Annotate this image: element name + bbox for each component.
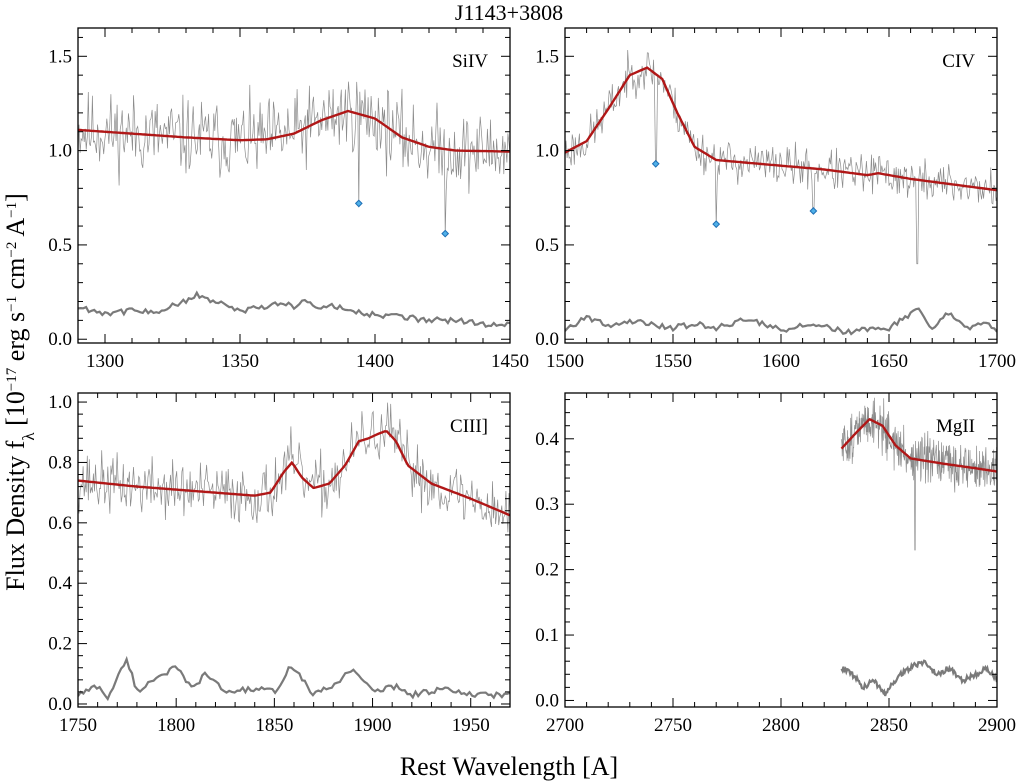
model-fit <box>78 109 510 153</box>
x-tick-label: 1500 <box>546 351 584 372</box>
panel-ciii: 1750 1800 1850 1900 1950 0.0 0.2 0.4 0.6 0.8 1.0 CI… <box>48 392 511 736</box>
x-tick-label: 2850 <box>870 715 908 736</box>
x-tick-label: 2700 <box>546 715 584 736</box>
x-tick-label: 1600 <box>762 351 800 372</box>
y-tick-label: 0.0 <box>48 329 72 350</box>
x-tick-label: 1850 <box>255 715 293 736</box>
panel-siiv: 1300 1350 1400 1450 0.0 0.5 1.0 1.5 SiIV <box>48 27 529 372</box>
absorption-marker <box>441 229 450 238</box>
panel-label-mgii: MgII <box>936 416 975 437</box>
panel-label-siiv: SiIV <box>452 51 488 72</box>
observed-spectrum <box>78 402 510 533</box>
y-tick-label: 0.3 <box>535 494 559 515</box>
y-axis-title-units-b: erg s <box>1 312 30 368</box>
x-axis-title: Rest Wavelength [A] <box>400 752 618 781</box>
model-fit <box>565 66 997 192</box>
panel-mgii: 2700 2750 2800 2850 2900 0.0 0.1 0.2 0.3 0.4 MgII <box>535 392 1016 736</box>
axes-frame <box>77 392 511 708</box>
x-tick-label: 2800 <box>762 715 800 736</box>
y-axis-title-main: Flux Density f <box>1 440 30 591</box>
y-tick-label: 0.5 <box>535 235 559 256</box>
x-tick-label: 1650 <box>870 351 908 372</box>
y-tick-label: 1.0 <box>48 392 72 413</box>
error-spectrum <box>78 655 510 702</box>
y-tick-label: 1.0 <box>48 141 72 162</box>
x-tick-label: 1300 <box>86 351 124 372</box>
x-tick-label: 1950 <box>452 715 490 736</box>
y-axis-title-exp4: −1 <box>4 202 20 218</box>
y-axis-title-sub: λ <box>19 432 38 441</box>
y-axis-title-exp1: −17 <box>4 367 20 391</box>
absorption-marker <box>809 207 818 215</box>
observed-spectrum <box>78 81 510 236</box>
panel-label-ciii: CIII] <box>450 416 488 437</box>
y-tick-label: 0.6 <box>48 513 72 534</box>
x-tick-label: 1900 <box>354 715 392 736</box>
x-tick-label: 1800 <box>157 715 195 736</box>
y-tick-label: 0.0 <box>48 694 72 715</box>
y-tick-label: 0.1 <box>535 625 559 646</box>
y-tick-label: 0.4 <box>535 429 559 450</box>
x-tick-label: 1450 <box>491 351 529 372</box>
y-tick-label: 1.0 <box>535 141 559 162</box>
x-tick-label: 1350 <box>221 351 259 372</box>
axes-frame <box>77 27 511 344</box>
absorption-marker <box>354 199 363 208</box>
y-tick-label: 0.4 <box>48 573 72 594</box>
model-fit <box>840 417 997 473</box>
y-tick-label: 0.5 <box>48 235 72 256</box>
x-tick-label: 1700 <box>978 351 1016 372</box>
y-axis-title-exp3: −2 <box>4 242 20 258</box>
error-spectrum <box>840 659 997 697</box>
y-axis-title-exp2: −1 <box>4 296 20 312</box>
y-tick-label: 0.0 <box>535 329 559 350</box>
model-fit <box>78 430 510 517</box>
x-tick-label: 2750 <box>654 715 692 736</box>
error-spectrum <box>78 290 510 329</box>
panel-label-civ: CIV <box>942 51 975 72</box>
y-axis-title-units-e: ] <box>1 193 30 202</box>
y-tick-label: 1.5 <box>535 46 559 67</box>
y-axis-title-units-d: A <box>1 218 30 242</box>
absorption-marker <box>651 159 660 168</box>
figure-title: J1143+3808 <box>455 0 563 25</box>
y-axis-title-units-a: [10 <box>1 391 30 432</box>
panel-civ: 1500 1550 1600 1650 1700 0.0 0.5 1.0 1.5 CIV <box>535 27 1016 372</box>
absorption-marker <box>712 220 721 229</box>
y-axis-title-units-c: cm <box>1 258 30 296</box>
x-tick-label: 2900 <box>978 715 1016 736</box>
x-tick-label: 1750 <box>59 715 97 736</box>
y-axis-title: Flux Density fλ [10−17 erg s−1 cm−2 A−1] <box>1 193 38 591</box>
x-tick-label: 1550 <box>654 351 692 372</box>
y-tick-label: 0.0 <box>535 690 559 711</box>
y-tick-label: 1.5 <box>48 46 72 67</box>
y-tick-label: 0.8 <box>48 452 72 473</box>
axes-frame <box>564 392 998 708</box>
error-spectrum <box>565 307 997 336</box>
x-tick-label: 1400 <box>356 351 394 372</box>
y-tick-label: 0.2 <box>48 634 72 655</box>
observed-spectrum <box>565 49 997 265</box>
y-tick-label: 0.2 <box>535 560 559 581</box>
